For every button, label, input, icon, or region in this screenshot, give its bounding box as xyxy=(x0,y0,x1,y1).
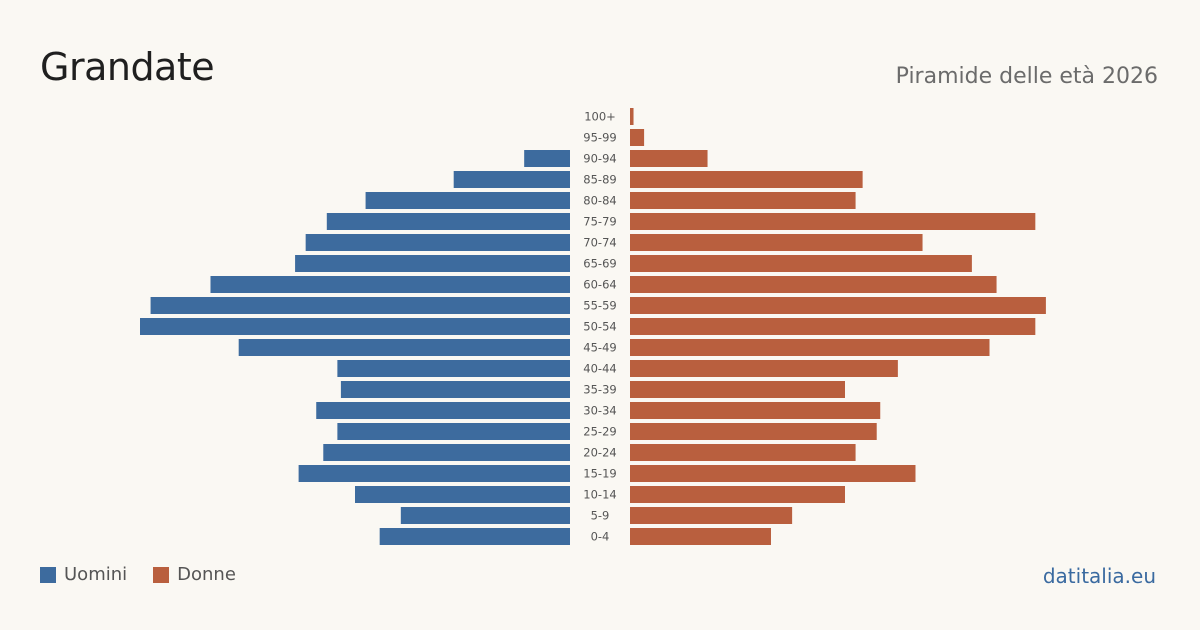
bar-men-5-9 xyxy=(400,507,570,524)
bar-men-35-39 xyxy=(340,381,570,398)
age-label-5-9: 5-9 xyxy=(591,509,610,523)
legend-label-men: Uomini xyxy=(64,564,128,585)
legend-item-men: Uomini xyxy=(40,564,127,585)
age-label-100+: 100+ xyxy=(584,110,616,124)
bar-men-10-14 xyxy=(355,486,570,503)
bar-women-15-19 xyxy=(630,465,916,482)
legend-label-women: Donne xyxy=(177,564,236,585)
bar-women-0-4 xyxy=(630,528,771,545)
bar-women-70-74 xyxy=(630,234,923,251)
bar-men-75-79 xyxy=(326,213,570,230)
bar-women-30-34 xyxy=(630,402,881,419)
bar-men-25-29 xyxy=(337,423,570,440)
bar-women-50-54 xyxy=(630,318,1036,335)
bar-women-25-29 xyxy=(630,423,877,440)
age-label-35-39: 35-39 xyxy=(583,383,616,397)
bar-men-70-74 xyxy=(305,234,570,251)
bar-men-15-19 xyxy=(298,465,570,482)
chart-subtitle: Piramide delle età 2026 xyxy=(895,64,1158,89)
bar-men-80-84 xyxy=(365,192,570,209)
age-label-90-94: 90-94 xyxy=(583,152,616,166)
bar-men-55-59 xyxy=(150,297,570,314)
chart-title: Grandate xyxy=(40,45,215,89)
bar-women-60-64 xyxy=(630,276,997,293)
age-label-60-64: 60-64 xyxy=(583,278,616,292)
bar-men-85-89 xyxy=(453,171,570,188)
age-label-75-79: 75-79 xyxy=(583,215,616,229)
bar-women-10-14 xyxy=(630,486,845,503)
bar-men-0-4 xyxy=(379,528,570,545)
bar-women-40-44 xyxy=(630,360,898,377)
bar-men-40-44 xyxy=(337,360,570,377)
bar-women-90-94 xyxy=(630,150,708,167)
age-label-70-74: 70-74 xyxy=(583,236,616,250)
age-label-85-89: 85-89 xyxy=(583,173,616,187)
bar-women-45-49 xyxy=(630,339,990,356)
bar-men-30-34 xyxy=(316,402,570,419)
age-label-45-49: 45-49 xyxy=(583,341,616,355)
age-label-15-19: 15-19 xyxy=(583,467,616,481)
legend-swatch-men xyxy=(40,566,56,583)
bar-men-45-49 xyxy=(238,339,570,356)
age-label-0-4: 0-4 xyxy=(591,530,610,544)
age-label-25-29: 25-29 xyxy=(583,425,616,439)
age-label-55-59: 55-59 xyxy=(583,299,616,313)
bar-men-50-54 xyxy=(140,318,570,335)
age-label-10-14: 10-14 xyxy=(583,488,616,502)
bar-women-75-79 xyxy=(630,213,1036,230)
bar-women-20-24 xyxy=(630,444,856,461)
age-label-20-24: 20-24 xyxy=(583,446,616,460)
age-label-80-84: 80-84 xyxy=(583,194,616,208)
bar-men-60-64 xyxy=(210,276,570,293)
bar-women-80-84 xyxy=(630,192,856,209)
bar-women-5-9 xyxy=(630,507,793,524)
age-label-50-54: 50-54 xyxy=(583,320,616,334)
age-label-65-69: 65-69 xyxy=(583,257,616,271)
bar-women-85-89 xyxy=(630,171,863,188)
bar-men-90-94 xyxy=(524,150,570,167)
site-link[interactable]: datitalia.eu xyxy=(1042,564,1156,588)
age-label-30-34: 30-34 xyxy=(583,404,616,418)
age-label-95-99: 95-99 xyxy=(583,131,616,145)
bar-women-55-59 xyxy=(630,297,1046,314)
chart-legend: Uomini Donne xyxy=(40,564,262,585)
bar-men-20-24 xyxy=(323,444,570,461)
bar-men-65-69 xyxy=(295,255,570,272)
legend-item-women: Donne xyxy=(153,564,236,585)
legend-swatch-women xyxy=(153,566,170,583)
bar-women-100+ xyxy=(630,108,634,125)
bar-women-35-39 xyxy=(630,381,845,398)
bar-women-95-99 xyxy=(630,129,645,146)
age-label-40-44: 40-44 xyxy=(583,362,616,376)
bar-women-65-69 xyxy=(630,255,972,272)
